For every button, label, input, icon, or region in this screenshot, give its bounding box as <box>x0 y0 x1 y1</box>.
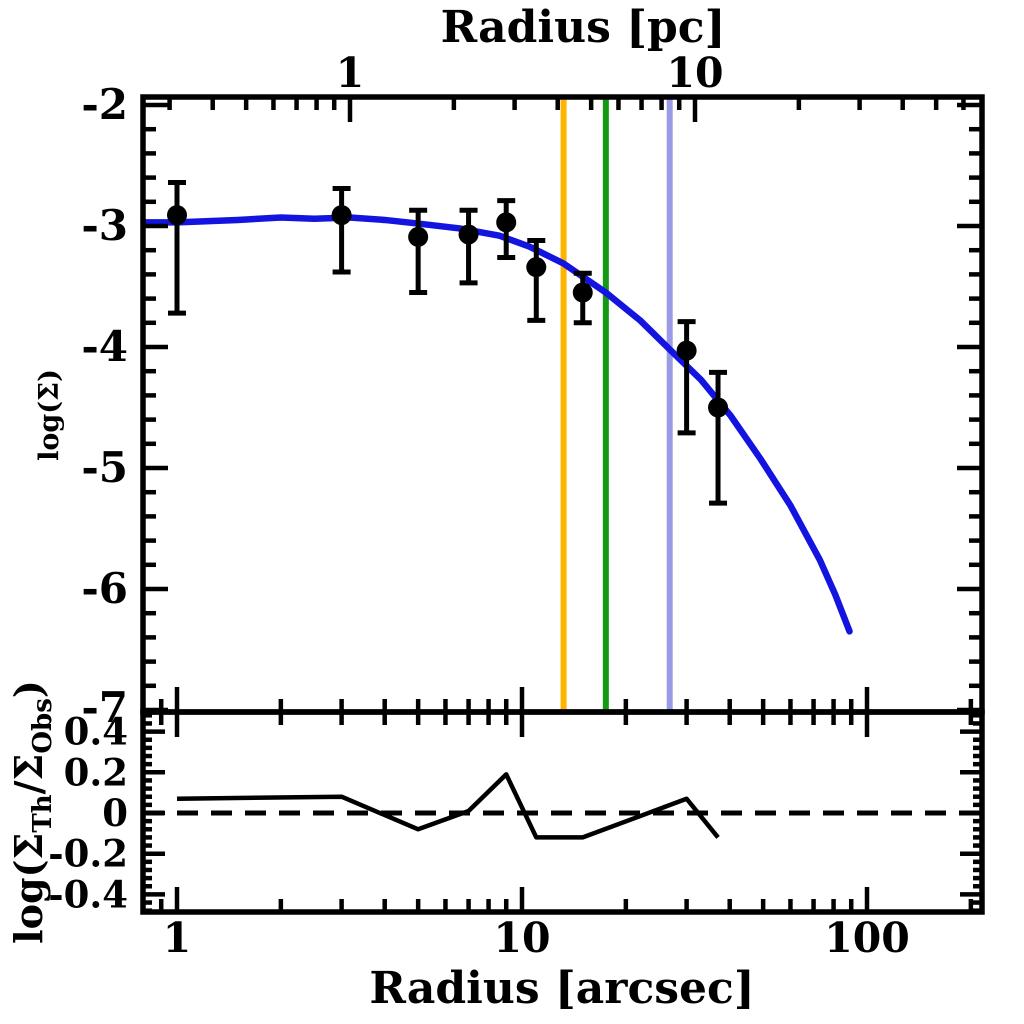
observed-point <box>526 257 547 278</box>
x-tick-label: 10 <box>493 914 550 962</box>
residual-y-tick-label: 0 <box>102 791 128 835</box>
observed-point <box>572 282 593 303</box>
residual-group <box>143 772 982 840</box>
y-axis-label-main: log(Σ) <box>34 369 65 461</box>
residual-y-tick-label: 0.2 <box>64 750 128 794</box>
observed-point-group <box>496 198 517 260</box>
y-tick-label: -7 <box>81 683 128 732</box>
y-tick-label: -5 <box>81 443 128 492</box>
x-axis-label: Radius [arcsec] <box>369 963 754 1014</box>
observed-point-group <box>458 207 479 286</box>
residual-y-tick-label: 0.4 <box>64 710 128 754</box>
observed-point <box>167 205 187 226</box>
observed-point <box>458 224 479 245</box>
residual-y-tick-label: -0.2 <box>48 832 128 876</box>
y-tick-label: -3 <box>81 201 128 250</box>
observed-point-group <box>676 319 697 436</box>
observed-point <box>676 340 697 361</box>
observed-point-group <box>331 185 352 275</box>
x-tick-label: 100 <box>824 914 910 962</box>
axis-labels: Radius [pc] 1 10 1 10 100 Radius [arcsec] -2 -3 -… <box>6 2 910 1014</box>
y-tick-label: -2 <box>81 80 128 129</box>
observed-points-group <box>167 179 729 506</box>
observed-point-group <box>708 369 729 506</box>
x-tick-label: 1 <box>163 914 192 962</box>
panel-frames <box>140 94 985 915</box>
y-tick-label: -4 <box>81 322 128 371</box>
model-curve <box>140 214 853 635</box>
residual-y-tick-label: -0.4 <box>48 872 128 916</box>
top-axis-tick-label: 10 <box>666 49 723 97</box>
top-axis-tick-label: 1 <box>336 49 365 97</box>
observed-point-group <box>572 270 593 326</box>
observed-point <box>331 205 352 226</box>
model-curve-group <box>140 214 853 635</box>
observed-point-group <box>408 207 429 296</box>
residual-panel-frame <box>140 709 985 915</box>
y-tick-label: -6 <box>81 564 128 613</box>
observed-point <box>708 397 729 418</box>
observed-point <box>408 226 429 247</box>
residual-curve <box>176 772 720 840</box>
observed-point-group <box>167 179 187 316</box>
observed-point <box>496 212 517 233</box>
top-axis-label: Radius [pc] <box>441 2 726 53</box>
vertical-radius-markers <box>560 97 673 712</box>
observed-point-group <box>526 238 547 323</box>
residual-y-axis-label: log(ΣTh/ΣObs) <box>6 680 58 944</box>
